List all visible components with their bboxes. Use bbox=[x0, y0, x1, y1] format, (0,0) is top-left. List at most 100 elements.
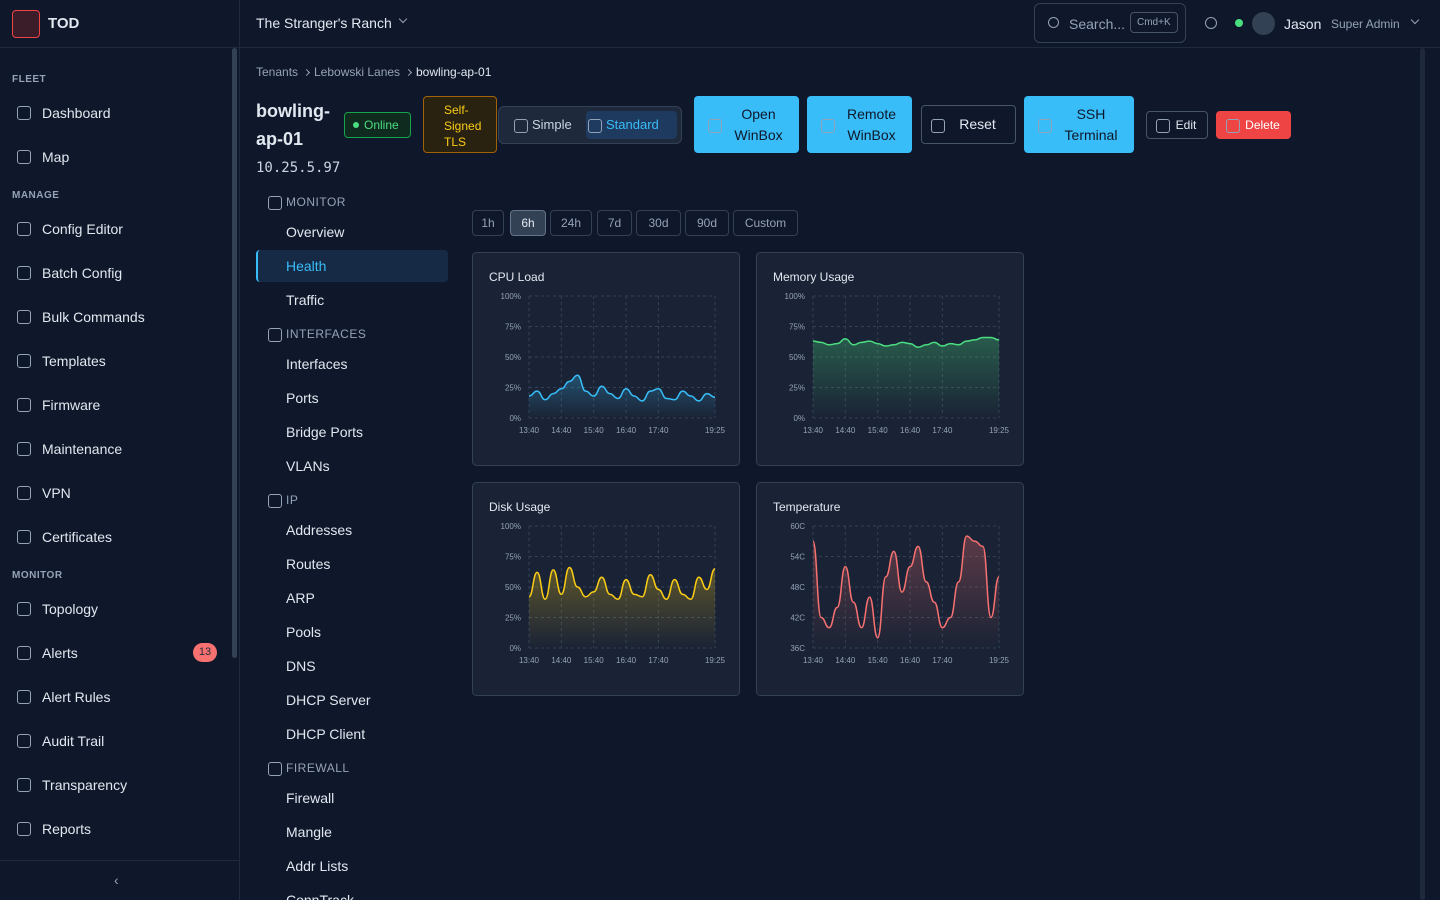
collapse-button[interactable]: ‹ bbox=[114, 872, 119, 888]
area-fill bbox=[529, 567, 715, 648]
avatar bbox=[1252, 12, 1275, 35]
action-button[interactable]: SSH Terminal bbox=[1024, 96, 1134, 153]
sidebar-heading: MANAGE bbox=[12, 190, 60, 201]
icon bbox=[17, 778, 31, 792]
subnav-item[interactable]: ARP bbox=[286, 590, 315, 606]
y-tick-label: 75% bbox=[505, 553, 521, 562]
action-button[interactable]: Open WinBox bbox=[694, 96, 799, 153]
sidebar-item[interactable]: Transparency bbox=[42, 777, 128, 793]
icon bbox=[17, 398, 31, 412]
sidebar-item[interactable]: Audit Trail bbox=[42, 733, 105, 749]
sidebar-item[interactable]: Config Editor bbox=[42, 221, 123, 237]
x-tick-label: 17:40 bbox=[932, 656, 953, 665]
sidebar-item[interactable]: Maintenance bbox=[42, 441, 123, 457]
subnav-item[interactable]: VLANs bbox=[286, 458, 330, 474]
breadcrumb-item: bowling-ap-01 bbox=[416, 65, 492, 79]
subnav-item[interactable]: Overview bbox=[286, 224, 345, 240]
sidebar-item[interactable]: VPN bbox=[42, 485, 71, 501]
y-tick-label: 75% bbox=[505, 323, 521, 332]
x-tick-label: 14:40 bbox=[835, 656, 856, 665]
icon bbox=[17, 530, 31, 544]
icon bbox=[17, 354, 31, 368]
sidebar-item[interactable]: Topology bbox=[42, 601, 99, 617]
x-tick-label: 13:40 bbox=[803, 656, 824, 665]
icon bbox=[268, 328, 282, 342]
subnav-item[interactable]: Interfaces bbox=[286, 356, 348, 372]
subnav-item[interactable]: Mangle bbox=[286, 824, 332, 840]
sidebar-item[interactable]: Reports bbox=[42, 821, 92, 837]
y-tick-label: 100% bbox=[501, 292, 521, 301]
y-tick-label: 75% bbox=[789, 323, 805, 332]
time-range[interactable]: 90d bbox=[685, 210, 729, 236]
icon bbox=[268, 494, 282, 508]
user-name: Jason bbox=[1284, 16, 1322, 32]
subnav-item[interactable]: DHCP Server bbox=[286, 692, 371, 708]
sidebar-item[interactable]: Map bbox=[42, 149, 70, 165]
time-range[interactable]: 1h bbox=[472, 210, 504, 236]
brand: TOD bbox=[48, 15, 80, 32]
sidebar-item[interactable]: Templates bbox=[42, 353, 106, 369]
time-range[interactable]: 6h bbox=[510, 210, 546, 236]
sidebar-item[interactable]: Batch Config bbox=[42, 265, 123, 281]
scrollbar bbox=[232, 48, 237, 658]
y-tick-label: 100% bbox=[501, 522, 521, 531]
subnav-item[interactable]: ConnTrack bbox=[286, 892, 354, 900]
subnav-item[interactable]: DHCP Client bbox=[286, 726, 366, 742]
subnav-item[interactable]: Routes bbox=[286, 556, 331, 572]
subnav-item[interactable]: DNS bbox=[286, 658, 316, 674]
icon bbox=[17, 442, 31, 456]
breadcrumb-item[interactable]: Tenants bbox=[256, 65, 299, 79]
subnav-item[interactable]: Addresses bbox=[286, 522, 353, 538]
subnav-item[interactable]: Addr Lists bbox=[286, 858, 349, 874]
icon bbox=[17, 690, 31, 704]
y-tick-label: 48C bbox=[790, 583, 805, 592]
x-tick-label: 16:40 bbox=[616, 426, 637, 435]
subnav-item[interactable]: Firewall bbox=[286, 790, 335, 806]
sidebar-item[interactable]: Firmware bbox=[42, 397, 101, 413]
action-button[interactable]: Remote WinBox bbox=[807, 96, 912, 153]
y-tick-label: 50% bbox=[505, 583, 521, 592]
subnav-active bbox=[256, 250, 448, 282]
x-tick-label: 14:40 bbox=[551, 426, 572, 435]
line bbox=[812, 336, 1000, 348]
icon bbox=[268, 762, 282, 776]
x-tick-label: 15:40 bbox=[584, 426, 605, 435]
chevron bbox=[398, 14, 408, 24]
time-range[interactable]: 24h bbox=[550, 210, 592, 236]
sidebar-item[interactable]: Certificates bbox=[42, 529, 113, 545]
tenant-selector[interactable]: The Stranger's Ranch bbox=[256, 15, 392, 31]
time-range[interactable]: 7d bbox=[597, 210, 632, 236]
search-icon bbox=[1048, 17, 1059, 28]
subnav-item[interactable]: Traffic bbox=[286, 292, 325, 308]
icon bbox=[17, 106, 31, 120]
area-fill bbox=[529, 375, 715, 418]
y-tick-label: 54C bbox=[790, 553, 805, 562]
icon bbox=[17, 646, 31, 660]
subnav-item[interactable]: Bridge Ports bbox=[286, 424, 364, 440]
action-button[interactable]: Reset bbox=[921, 105, 1016, 144]
subnav-item[interactable]: Pools bbox=[286, 624, 322, 640]
subnav-heading: INTERFACES bbox=[286, 327, 367, 341]
action-button[interactable]: Delete bbox=[1216, 111, 1291, 139]
status-dot bbox=[353, 122, 359, 128]
time-range[interactable]: Custom bbox=[733, 210, 798, 236]
view-mode[interactable]: Simple bbox=[532, 117, 572, 132]
view-mode[interactable]: Standard bbox=[606, 117, 659, 132]
icon bbox=[1038, 118, 1052, 133]
y-tick-label: 60C bbox=[790, 522, 805, 531]
search-box[interactable] bbox=[1034, 3, 1186, 43]
time-range[interactable]: 30d bbox=[636, 210, 681, 236]
sidebar-item[interactable]: Alerts bbox=[42, 645, 78, 661]
subnav-item[interactable]: Health bbox=[286, 258, 327, 274]
x-tick-label: 16:40 bbox=[900, 426, 921, 435]
x-tick-label: 17:40 bbox=[648, 426, 669, 435]
breadcrumb-item[interactable]: Lebowski Lanes bbox=[314, 65, 401, 79]
sidebar-item[interactable]: Dashboard bbox=[42, 105, 111, 121]
sidebar-heading: FLEET bbox=[12, 74, 47, 85]
sidebar-item[interactable]: Alert Rules bbox=[42, 689, 111, 705]
theme-toggle[interactable] bbox=[1205, 17, 1217, 29]
sidebar-item[interactable]: Bulk Commands bbox=[42, 309, 145, 325]
icon bbox=[588, 119, 602, 133]
subnav-item[interactable]: Ports bbox=[286, 390, 319, 406]
x-tick-label: 16:40 bbox=[616, 656, 637, 665]
